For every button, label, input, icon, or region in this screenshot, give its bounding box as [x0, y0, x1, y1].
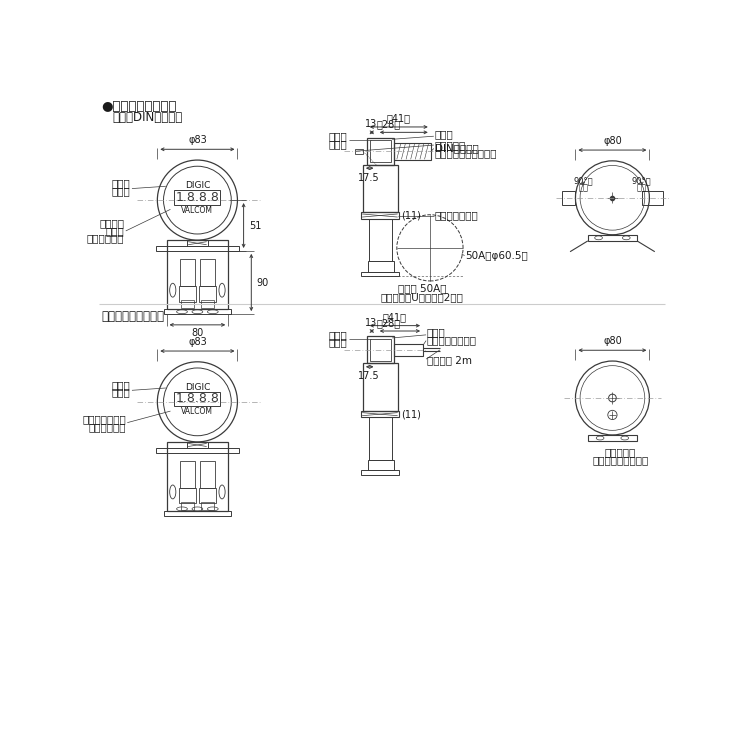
Bar — [201, 502, 214, 510]
Text: 大気開放穴: 大気開放穴 — [434, 140, 466, 150]
Text: （防水フィルター付）: （防水フィルター付） — [434, 148, 497, 158]
Text: (11): (11) — [402, 410, 422, 419]
Text: 80: 80 — [191, 328, 203, 338]
Text: 付属品 50A用: 付属品 50A用 — [398, 284, 446, 294]
Text: ケーブルグランド: ケーブルグランド — [427, 334, 477, 345]
Text: VALCOM: VALCOM — [181, 407, 213, 416]
Text: 17.5: 17.5 — [358, 371, 380, 382]
Text: フロントパネル: フロントパネル — [82, 414, 126, 424]
Bar — [369, 417, 392, 460]
Text: （アクリル）: （アクリル） — [89, 422, 126, 432]
Bar — [200, 260, 215, 286]
Text: 回転: 回転 — [578, 183, 588, 192]
Text: ●センサセパレート: ●センサセパレート — [101, 100, 177, 113]
Bar — [156, 448, 239, 453]
Bar — [369, 218, 392, 261]
Text: 大気開放穴: 大気開放穴 — [604, 447, 635, 457]
Bar — [201, 300, 214, 308]
Text: φ83: φ83 — [188, 338, 207, 347]
Bar — [355, 149, 363, 154]
Text: （41）: （41） — [387, 113, 410, 123]
Text: (11): (11) — [402, 211, 422, 220]
Text: プレイ: プレイ — [112, 186, 130, 196]
Bar — [367, 138, 394, 165]
Bar — [363, 165, 398, 212]
Text: （アクリル）: （アクリル） — [86, 233, 124, 244]
Text: 13: 13 — [365, 318, 378, 328]
Text: ステンレスUボルト（2本）: ステンレスUボルト（2本） — [381, 292, 463, 302]
Bar — [180, 260, 195, 286]
Text: 回転: 回転 — [637, 183, 647, 192]
Text: DIGIC: DIGIC — [185, 382, 210, 392]
Text: 17.5: 17.5 — [358, 172, 380, 183]
Bar — [370, 140, 390, 163]
Bar — [167, 240, 228, 310]
Text: ケーブル 2m: ケーブル 2m — [427, 355, 472, 365]
Bar — [200, 461, 215, 488]
Bar — [167, 442, 228, 512]
Bar — [186, 240, 208, 246]
Text: （28）: （28） — [376, 318, 400, 328]
Bar — [199, 286, 216, 302]
Text: カバー: カバー — [329, 338, 348, 347]
Bar — [181, 502, 194, 510]
Text: φ83: φ83 — [188, 136, 207, 146]
Text: リング: リング — [329, 330, 348, 340]
Bar — [181, 300, 194, 308]
Text: ディス: ディス — [112, 380, 130, 390]
Bar — [156, 246, 239, 251]
Bar — [174, 392, 221, 406]
Bar — [199, 488, 216, 503]
Bar — [588, 235, 637, 241]
Bar — [361, 272, 399, 276]
Text: φ80: φ80 — [603, 136, 622, 146]
Text: 13: 13 — [365, 119, 378, 129]
Bar — [562, 190, 575, 205]
Text: （28）: （28） — [376, 119, 400, 129]
Text: 51: 51 — [249, 220, 261, 230]
Text: （41）: （41） — [383, 312, 407, 322]
Text: 背面ケーブル直出し: 背面ケーブル直出し — [101, 310, 164, 323]
Text: ボディ: ボディ — [427, 328, 446, 338]
Text: パネル: パネル — [106, 226, 124, 236]
Bar — [367, 261, 394, 272]
Bar — [163, 512, 231, 516]
Text: リング: リング — [329, 131, 348, 141]
Bar — [370, 339, 390, 361]
Text: ボディ: ボディ — [434, 129, 453, 139]
Text: 1.8.8.8: 1.8.8.8 — [176, 190, 219, 203]
Text: 1.8.8.8: 1.8.8.8 — [176, 392, 219, 405]
Bar — [361, 411, 399, 417]
Bar — [179, 286, 196, 302]
Text: 50A（φ60.5）: 50A（φ60.5） — [466, 251, 528, 260]
Text: カバー: カバー — [329, 139, 348, 149]
Bar — [367, 460, 394, 470]
Text: DINコネクタ: DINコネクタ — [434, 143, 478, 154]
Bar — [174, 190, 221, 205]
Bar — [361, 470, 399, 475]
Bar — [186, 442, 208, 448]
Bar — [180, 461, 195, 488]
Text: ケーブル導入口: ケーブル導入口 — [434, 211, 478, 220]
Text: ディス: ディス — [112, 178, 130, 188]
Bar — [394, 143, 431, 160]
Bar — [367, 337, 394, 363]
Bar — [394, 344, 423, 356]
Bar — [363, 363, 398, 411]
Text: フロント: フロント — [99, 218, 124, 228]
Bar — [641, 190, 663, 205]
Text: φ80: φ80 — [603, 337, 622, 346]
Bar — [179, 488, 196, 503]
Text: 背面DINコネクタ: 背面DINコネクタ — [112, 111, 183, 124]
Bar — [588, 435, 637, 441]
Bar — [163, 310, 231, 314]
Text: 90°毎: 90°毎 — [574, 176, 593, 185]
Text: DIGIC: DIGIC — [185, 181, 210, 190]
Text: プレイ: プレイ — [112, 388, 130, 398]
Text: VALCOM: VALCOM — [181, 206, 213, 214]
Text: （防水フィルタ付）: （防水フィルタ付） — [592, 455, 648, 465]
Text: 90°毎: 90°毎 — [632, 176, 651, 185]
Bar — [361, 212, 399, 218]
Text: 90: 90 — [257, 278, 269, 287]
